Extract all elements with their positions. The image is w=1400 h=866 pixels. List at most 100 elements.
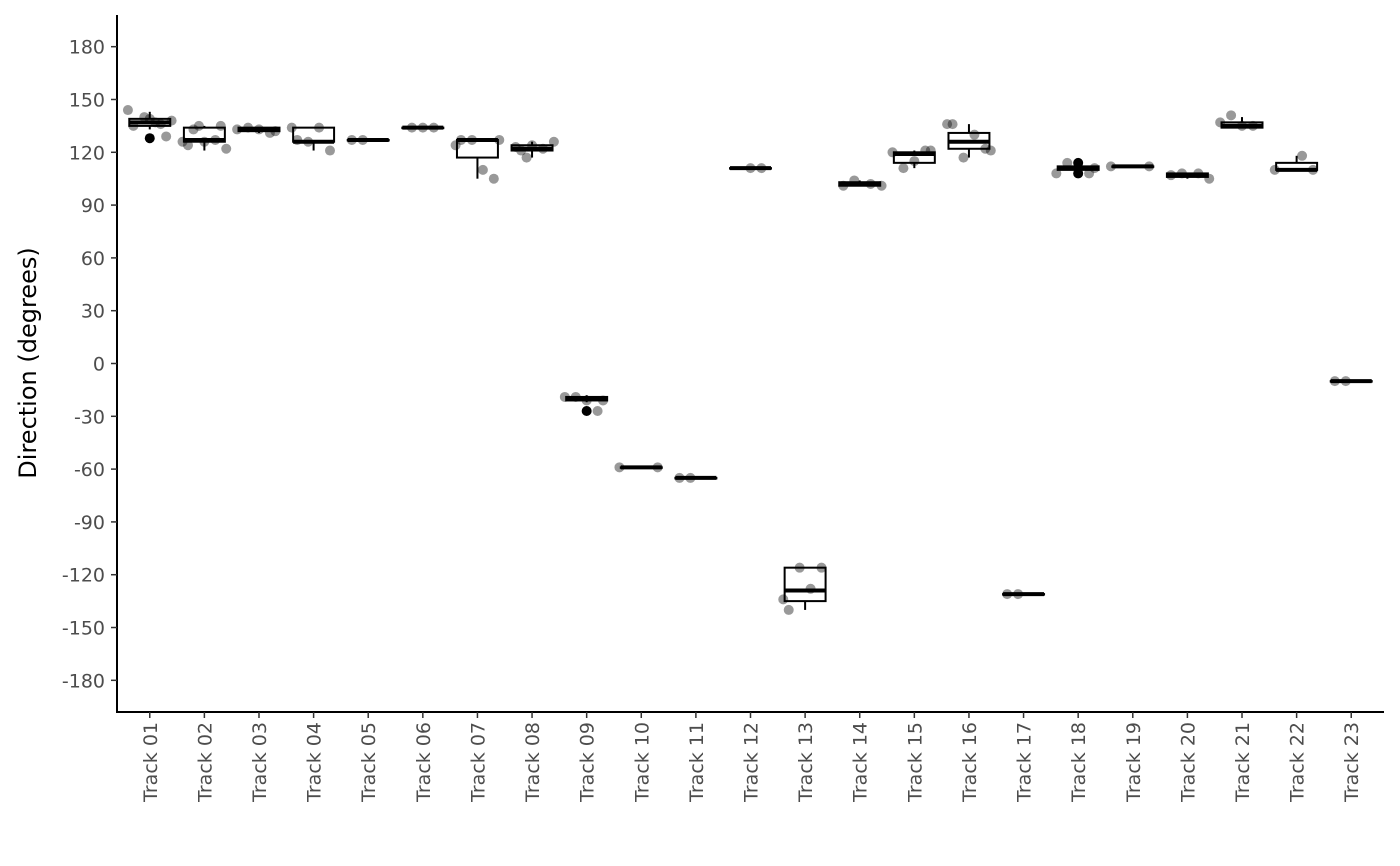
point <box>488 173 499 184</box>
point <box>1084 168 1095 179</box>
point <box>1051 168 1062 179</box>
y-tick-label: -150 <box>62 618 105 640</box>
point <box>139 112 150 123</box>
outlier <box>1073 168 1084 179</box>
y-tick-label: -30 <box>74 406 105 428</box>
point <box>314 122 325 133</box>
point <box>264 127 275 138</box>
point <box>1329 376 1340 387</box>
outlier <box>1073 157 1084 168</box>
point <box>243 122 254 133</box>
y-tick-label: -60 <box>74 459 105 481</box>
point <box>1297 150 1308 161</box>
x-tick-label: Track 08 <box>522 722 544 803</box>
y-tick-label: 150 <box>69 89 105 111</box>
point <box>303 136 314 147</box>
point <box>150 117 161 128</box>
point <box>559 391 570 402</box>
point <box>346 134 357 145</box>
point <box>177 136 188 147</box>
point <box>1193 168 1204 179</box>
point <box>969 129 980 140</box>
point <box>581 395 592 406</box>
x-tick-label: Track 18 <box>1068 722 1090 803</box>
point <box>1226 110 1237 121</box>
point <box>521 152 532 163</box>
x-tick-label: Track 21 <box>1232 722 1254 803</box>
point <box>324 145 335 156</box>
point <box>516 145 527 156</box>
point <box>1247 120 1258 131</box>
point <box>1105 161 1116 172</box>
point <box>865 178 876 189</box>
point <box>450 140 461 151</box>
point <box>598 395 609 406</box>
point <box>122 105 133 116</box>
point <box>849 175 860 186</box>
point <box>210 134 221 145</box>
x-tick-label: Track 20 <box>1177 722 1199 803</box>
point <box>527 140 538 151</box>
y-tick-label: 30 <box>81 301 105 323</box>
x-tick-label: Track 11 <box>686 722 708 803</box>
x-tick-label: Track 02 <box>194 722 216 803</box>
box <box>783 566 827 603</box>
point <box>510 142 521 153</box>
point <box>548 136 559 147</box>
point <box>887 147 898 158</box>
point <box>1073 163 1084 174</box>
y-tick-label: 60 <box>81 248 105 270</box>
point <box>1237 120 1248 131</box>
point <box>221 143 232 154</box>
y-tick-label: -90 <box>74 512 105 534</box>
point <box>456 134 467 145</box>
point <box>1269 164 1280 175</box>
x-tick-label: Track 12 <box>741 722 763 803</box>
point <box>477 164 488 175</box>
x-tick-label: Track 15 <box>904 722 926 803</box>
y-tick-label: -120 <box>62 565 105 587</box>
point <box>161 131 172 142</box>
x-tick-label: Track 01 <box>140 722 162 803</box>
y-tick-label: 180 <box>69 37 105 59</box>
point <box>980 143 991 154</box>
point <box>193 120 204 131</box>
point <box>182 140 193 151</box>
point <box>942 119 953 130</box>
x-tick-label: Track 03 <box>249 722 271 803</box>
point <box>674 472 685 483</box>
x-tick-label: Track 06 <box>413 722 435 803</box>
point <box>898 163 909 174</box>
point <box>1176 168 1187 179</box>
point <box>494 134 505 145</box>
point <box>794 562 805 573</box>
point <box>1215 117 1226 128</box>
point <box>188 124 199 135</box>
point <box>1013 589 1024 600</box>
point <box>1002 589 1013 600</box>
x-tick-label: Track 16 <box>959 722 981 803</box>
point <box>614 462 625 473</box>
point <box>232 124 243 135</box>
point <box>270 126 281 137</box>
point <box>466 134 477 145</box>
x-tick-label: Track 19 <box>1123 722 1145 803</box>
point <box>292 134 303 145</box>
outlier <box>144 133 155 144</box>
point <box>783 604 794 615</box>
x-tick-label: Track 04 <box>304 722 326 803</box>
x-tick-label: Track 23 <box>1341 722 1363 803</box>
point <box>417 122 428 133</box>
point <box>652 462 663 473</box>
x-tick-label: Track 10 <box>631 722 653 803</box>
point <box>166 115 177 126</box>
point <box>215 120 226 131</box>
point <box>909 156 920 167</box>
x-tick-label: Track 09 <box>577 722 599 803</box>
point <box>838 180 849 191</box>
point <box>816 562 827 573</box>
point <box>745 163 756 174</box>
point <box>1166 170 1177 181</box>
point <box>756 163 767 174</box>
